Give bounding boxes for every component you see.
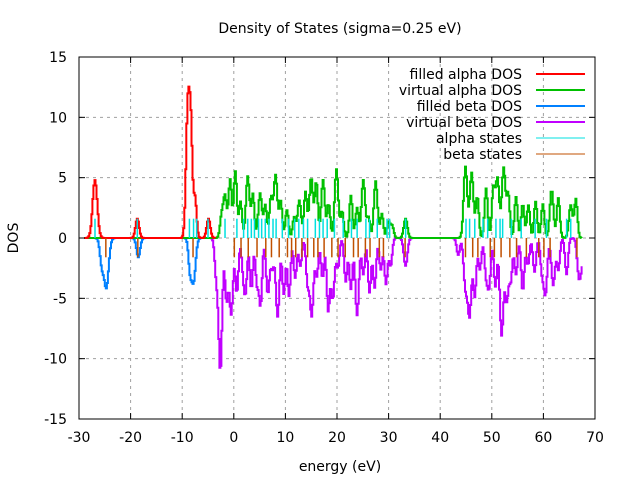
- x-tick-label: 60: [534, 430, 552, 446]
- virtual-beta-dos-line: [84, 237, 583, 369]
- legend-label-filled-beta-dos: filled beta DOS: [417, 99, 522, 115]
- legend-label-virtual-beta-dos: virtual beta DOS: [406, 115, 522, 131]
- x-axis-label: energy (eV): [299, 459, 381, 475]
- y-tick-label: -10: [44, 352, 67, 368]
- legend-label-beta-states: beta states: [443, 147, 522, 163]
- filled-beta-dos-line: [84, 237, 216, 290]
- x-tick-label: -10: [171, 430, 194, 446]
- x-tick-label: 10: [276, 430, 294, 446]
- x-tick-label: 40: [431, 430, 449, 446]
- x-tick-label: -30: [68, 430, 91, 446]
- y-tick-label: 5: [58, 171, 67, 187]
- y-tick-label: 0: [58, 231, 67, 247]
- x-tick-label: 20: [328, 430, 346, 446]
- x-tick-label: -20: [119, 430, 142, 446]
- x-tick-label: 30: [380, 430, 398, 446]
- legend-label-alpha-states: alpha states: [436, 131, 522, 147]
- y-tick-label: 10: [49, 110, 67, 126]
- y-tick-label: 15: [49, 50, 67, 66]
- filled-alpha-dos-line: [84, 85, 217, 239]
- legend-label-virtual-alpha-dos: virtual alpha DOS: [399, 83, 522, 99]
- legend-label-filled-alpha-dos: filled alpha DOS: [410, 67, 523, 83]
- y-tick-label: -5: [53, 291, 67, 307]
- plot-series: [84, 85, 583, 369]
- y-tick-label: -15: [44, 412, 67, 428]
- x-tick-label: 0: [229, 430, 238, 446]
- chart-title: Density of States (sigma=0.25 eV): [218, 21, 461, 37]
- y-axis-label: DOS: [6, 223, 22, 254]
- x-tick-label: 70: [586, 430, 604, 446]
- x-tick-label: 50: [483, 430, 501, 446]
- virtual-alpha-dos-line: [84, 165, 583, 239]
